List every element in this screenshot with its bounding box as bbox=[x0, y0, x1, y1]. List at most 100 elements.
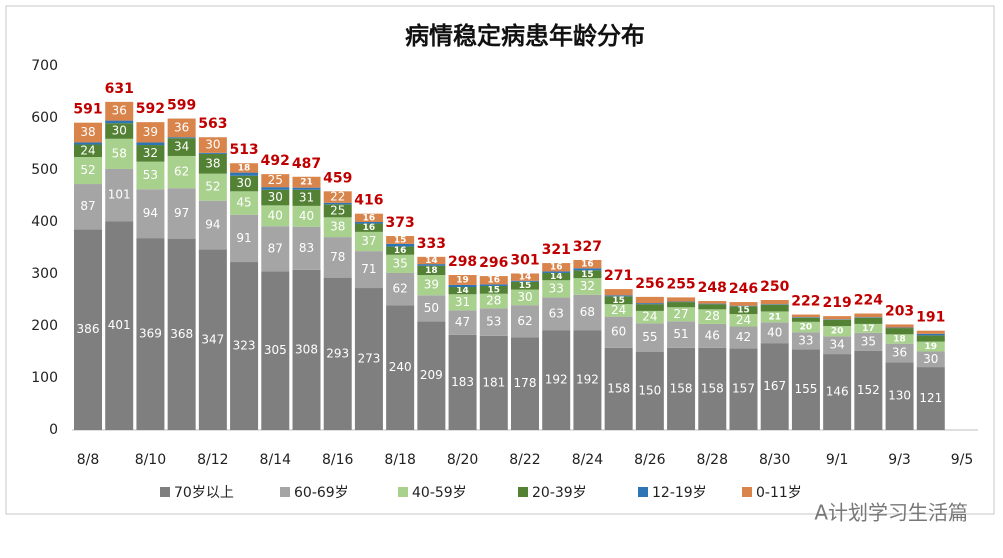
total-label: 191 bbox=[916, 310, 945, 326]
bar-segment bbox=[386, 305, 415, 430]
bar-segment bbox=[323, 202, 352, 205]
bar-segment bbox=[448, 294, 477, 311]
bar-segment bbox=[760, 304, 789, 312]
total-label: 246 bbox=[729, 281, 758, 297]
bar-segment bbox=[916, 367, 945, 430]
data-label: 51 bbox=[673, 327, 688, 341]
total-label: 256 bbox=[635, 276, 664, 292]
bar-segment bbox=[729, 326, 758, 349]
bar-segment bbox=[729, 314, 758, 327]
bar-segment bbox=[573, 268, 602, 271]
bar-segment bbox=[386, 236, 415, 244]
bar-segment bbox=[760, 322, 789, 344]
data-label: 158 bbox=[670, 381, 693, 395]
data-label: 386 bbox=[77, 322, 100, 336]
data-label: 24 bbox=[736, 313, 751, 327]
data-label: 40 bbox=[767, 325, 782, 339]
bar-segment bbox=[854, 350, 883, 430]
bar-segment bbox=[479, 293, 508, 309]
y-tick-label: 400 bbox=[31, 214, 58, 230]
bar-segment bbox=[261, 226, 290, 272]
total-label: 631 bbox=[105, 81, 134, 97]
total-label: 487 bbox=[292, 156, 321, 172]
bar-segment bbox=[105, 123, 134, 139]
bar-segment bbox=[916, 330, 945, 334]
data-label: 47 bbox=[455, 315, 470, 329]
data-label: 28 bbox=[486, 294, 501, 308]
data-label: 24 bbox=[611, 303, 626, 317]
bar-segment bbox=[573, 278, 602, 295]
bar-segment bbox=[698, 347, 727, 430]
x-tick-label: 8/24 bbox=[572, 452, 604, 468]
bar-segment bbox=[167, 138, 196, 156]
data-label: 16 bbox=[394, 246, 407, 256]
total-label: 513 bbox=[229, 142, 258, 158]
data-label: 14 bbox=[519, 273, 532, 283]
bar-segment bbox=[729, 348, 758, 430]
bar-segment bbox=[511, 337, 539, 430]
x-tick-label: 8/12 bbox=[197, 452, 228, 468]
data-label: 30 bbox=[205, 138, 220, 152]
bar-segment bbox=[604, 316, 633, 348]
data-label: 33 bbox=[798, 333, 813, 347]
bar-segment bbox=[760, 300, 789, 305]
total-label: 599 bbox=[167, 98, 196, 114]
data-label: 305 bbox=[264, 343, 287, 357]
total-label: 591 bbox=[73, 102, 102, 118]
data-label: 45 bbox=[236, 196, 251, 210]
y-tick-label: 700 bbox=[31, 58, 58, 74]
bar-segment bbox=[261, 205, 290, 227]
data-label: 38 bbox=[330, 220, 345, 234]
bar-segment bbox=[916, 351, 945, 368]
total-label: 592 bbox=[136, 101, 165, 117]
data-label: 71 bbox=[361, 262, 376, 276]
data-label: 30 bbox=[517, 290, 532, 304]
bar-segment bbox=[542, 272, 571, 281]
bar-segment bbox=[448, 310, 477, 335]
data-label: 78 bbox=[330, 250, 345, 264]
bar-segment bbox=[604, 289, 633, 296]
bar-segment bbox=[105, 168, 134, 222]
bar-segment bbox=[854, 332, 883, 351]
total-label: 203 bbox=[885, 303, 914, 319]
data-label: 18 bbox=[425, 266, 438, 276]
data-label: 87 bbox=[268, 241, 283, 255]
bar-segment bbox=[698, 303, 727, 305]
bar-segment bbox=[167, 137, 196, 139]
y-tick-label: 500 bbox=[31, 162, 58, 178]
bar-segment bbox=[354, 213, 383, 222]
bar-segment bbox=[823, 319, 852, 326]
bar-segment bbox=[542, 271, 571, 273]
data-label: 32 bbox=[580, 279, 595, 293]
data-label: 68 bbox=[580, 305, 595, 319]
bar-segment bbox=[604, 347, 633, 430]
data-label: 14 bbox=[456, 286, 469, 296]
bar-segment bbox=[479, 335, 508, 430]
bar-segment bbox=[105, 101, 134, 121]
data-label: 15 bbox=[737, 306, 750, 316]
data-label: 21 bbox=[768, 312, 781, 322]
data-label: 146 bbox=[826, 385, 849, 399]
bar-segment bbox=[573, 270, 602, 279]
bar-segment bbox=[198, 152, 227, 154]
data-label: 167 bbox=[763, 379, 786, 393]
bar-segment bbox=[635, 323, 664, 352]
data-label: 24 bbox=[642, 310, 657, 324]
total-label: 271 bbox=[604, 268, 633, 284]
total-label: 563 bbox=[198, 116, 227, 132]
bar-segment bbox=[386, 272, 415, 306]
data-label: 52 bbox=[80, 163, 95, 177]
bar-segment bbox=[760, 304, 789, 305]
bar-segment bbox=[417, 264, 446, 266]
bar-segment bbox=[698, 304, 727, 310]
bar-segment bbox=[760, 343, 789, 430]
bar-segment bbox=[136, 238, 165, 430]
data-label: 19 bbox=[456, 275, 469, 285]
data-label: 15 bbox=[612, 296, 625, 306]
data-label: 35 bbox=[393, 256, 408, 270]
data-label: 16 bbox=[488, 276, 501, 286]
data-label: 150 bbox=[638, 384, 661, 398]
bar-segment bbox=[667, 302, 696, 308]
x-tick-label: 8/10 bbox=[135, 452, 166, 468]
bar-segment bbox=[323, 204, 352, 218]
